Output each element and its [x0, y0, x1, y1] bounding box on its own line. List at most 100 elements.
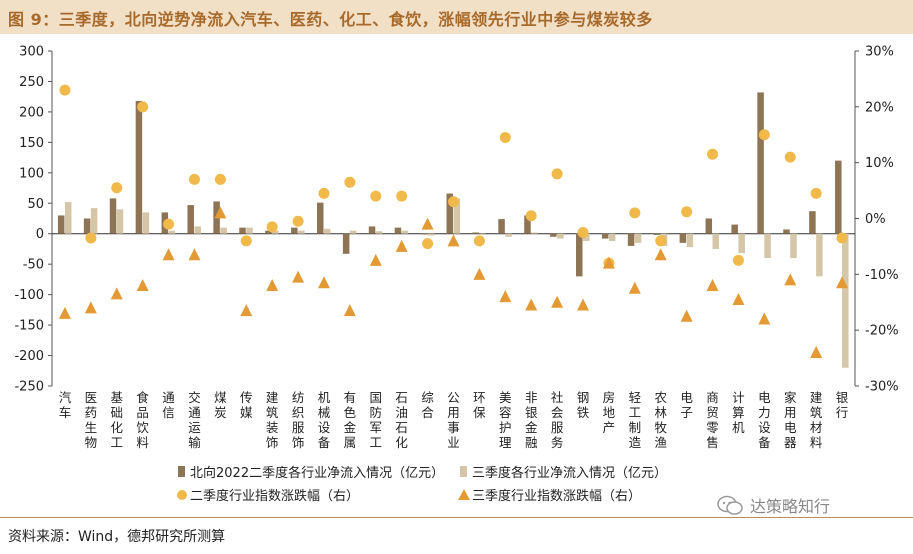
bar [550, 233, 557, 237]
left-tick-label: -100 [14, 288, 44, 303]
q2-point [448, 196, 459, 208]
q3-point [162, 248, 175, 261]
category-label: 医药生物 [85, 390, 98, 450]
q3-point [525, 298, 538, 311]
q3-point [58, 306, 71, 319]
bar [686, 233, 694, 248]
bar [816, 233, 823, 277]
q3-point [602, 256, 615, 269]
right-tick-label: 10% [865, 156, 894, 171]
bar [349, 230, 357, 234]
left-axis: 300 250 200 150 100 50 0 -50 -100 -150 -200 -250 [14, 45, 52, 395]
q2-point [370, 190, 382, 202]
category-label: 公用事业 [447, 390, 460, 450]
q3-point [188, 248, 201, 261]
q2-point [473, 235, 485, 247]
q2-point [655, 235, 667, 247]
bar [783, 229, 790, 234]
title-bar: 图 9：三季度，北向逆势净流入汽车、医药、化工、食饮，涨幅领先行业中参与煤炭较多 [0, 0, 913, 34]
q3-point [395, 239, 408, 252]
right-tick-label: 0% [865, 212, 886, 227]
bar [842, 233, 849, 368]
bar [220, 227, 227, 234]
category-label: 有色金属 [344, 390, 357, 450]
category-label: 家用电器 [784, 390, 797, 450]
bar [479, 233, 486, 235]
q3-point [473, 267, 486, 280]
q3-point [706, 279, 719, 291]
bar [57, 215, 65, 234]
q3-point [369, 253, 382, 266]
category-label: 环保 [473, 390, 486, 420]
left-tick-label: -200 [14, 349, 44, 364]
category-label: 社会服务 [551, 390, 564, 450]
bar [601, 233, 609, 239]
q2-point [266, 221, 278, 233]
q3-point [421, 217, 434, 230]
right-tick-label: -30% [865, 380, 899, 395]
bar [375, 231, 383, 234]
q3-point [447, 234, 460, 247]
left-tick-label: 150 [19, 136, 44, 151]
legend-label: 二季度行业指数涨跌幅（右） [190, 488, 359, 504]
q3-point [577, 298, 590, 311]
left-tick-label: -250 [14, 380, 44, 395]
bar [420, 233, 428, 235]
bar [116, 209, 124, 234]
bar [757, 92, 764, 234]
q2-point [758, 129, 770, 141]
bar [453, 198, 460, 234]
bar [505, 233, 512, 237]
bar [109, 198, 117, 234]
bar [731, 224, 738, 234]
bar [427, 233, 435, 236]
category-label: 房地产 [603, 390, 616, 435]
legend-label: 三季度行业指数涨跌幅（右） [472, 488, 641, 504]
q3-point [732, 292, 745, 305]
category-label: 计算机 [732, 390, 745, 435]
legend-swatch [460, 466, 467, 477]
category-label: 国防军工 [370, 390, 383, 450]
q2-point [240, 235, 252, 247]
bar [342, 233, 350, 254]
source-note: 资料来源：Wind，德邦研究所测算 [8, 529, 226, 545]
category-label: 商贸零售 [706, 390, 719, 450]
category-label: 轻工制造 [629, 390, 642, 450]
category-label: 汽车 [59, 390, 72, 420]
q2-point [59, 84, 71, 96]
q3-point [214, 206, 227, 219]
q3-point [551, 295, 564, 308]
q2-point [188, 173, 200, 185]
bar [809, 211, 816, 234]
q2-point [810, 187, 822, 199]
bar [738, 233, 745, 254]
bar [291, 227, 298, 234]
legend-marker [458, 489, 470, 500]
bar [608, 233, 616, 242]
category-label: 纺织服饰 [292, 390, 305, 450]
category-label: 石油石化 [395, 390, 408, 450]
q2-point [214, 173, 226, 185]
bar [90, 208, 98, 234]
bar [64, 202, 72, 234]
category-label: 食品饮料 [136, 390, 149, 450]
q3-point [680, 309, 693, 322]
right-tick-label: -20% [865, 324, 899, 339]
q3-point [110, 287, 123, 300]
legend-label: 北向2022二季度各行业净流入情况（亿元） [190, 465, 444, 481]
q2-point [681, 206, 693, 218]
q2-point [836, 232, 848, 244]
q2-point [707, 148, 719, 160]
bar [298, 230, 305, 234]
bar [557, 233, 564, 239]
bar [764, 233, 771, 259]
bar [446, 193, 453, 234]
q3-point [810, 346, 823, 358]
category-label: 建筑材料 [810, 390, 823, 450]
bar [627, 233, 635, 246]
q2-point [551, 168, 563, 180]
bar [531, 232, 538, 234]
category-label: 通信 [162, 390, 175, 420]
category-label: 机械设备 [318, 390, 331, 450]
q3-point [343, 304, 356, 317]
